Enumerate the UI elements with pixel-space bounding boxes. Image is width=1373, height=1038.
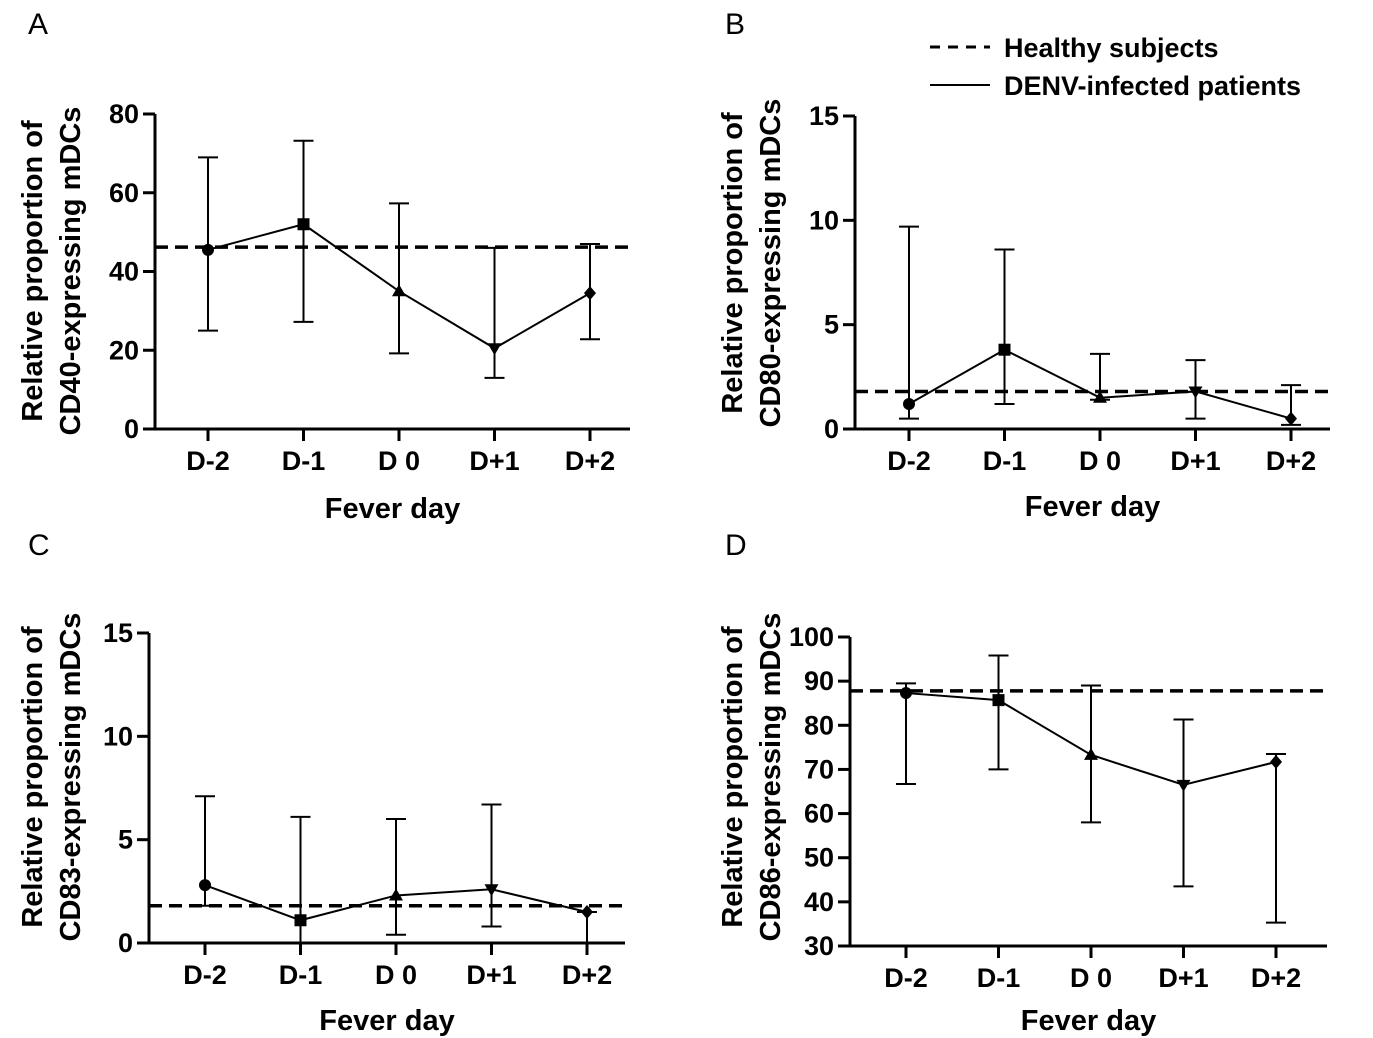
panel-c-data-point [581, 905, 593, 919]
panel-a-data-point [202, 243, 214, 256]
panel-d-y-axis-title-line1: Relative proportion of [717, 626, 749, 928]
panel-d-letter: D [725, 529, 747, 562]
panel-c-data-point [199, 879, 211, 892]
panel-b-x-tick-label: D 0 [1079, 446, 1121, 476]
panel-a-x-tick-label: D+2 [565, 446, 615, 476]
panel-c-y-tick-label: 5 [118, 825, 133, 855]
panel-b-y-tick-label: 15 [809, 101, 839, 131]
panel-c-x-tick-label: D-2 [183, 960, 227, 990]
panel-c-letter: C [28, 529, 50, 562]
panel-a-data-point [584, 286, 596, 301]
panel-b-x-axis-title: Fever day [1025, 491, 1160, 523]
panel-d-x-tick-label: D+2 [1251, 963, 1301, 993]
panel-b-data-point [1188, 386, 1203, 399]
panel-c-y-tick-label: 0 [118, 928, 133, 958]
panel-c-x-tick-label: D 0 [375, 960, 417, 990]
panel-d-y-tick-label: 100 [789, 622, 834, 652]
panel-b-y-axis-title-line2: CD80-expressing mDCs [755, 99, 787, 428]
panel-a-x-tick-label: D-1 [282, 446, 326, 476]
panel-d-x-tick-label: D-1 [977, 963, 1021, 993]
panel-a-y-tick-label: 60 [109, 178, 139, 208]
panel-b-y-tick-label: 0 [824, 414, 839, 444]
panel-c-x-axis-title: Fever day [319, 1005, 454, 1037]
panel-b-data-point [903, 397, 915, 410]
legend-patients-label: DENV-infected patients [1004, 71, 1301, 101]
panel-a-x-tick-label: D-2 [186, 446, 230, 476]
panel-d-x-axis-title: Fever day [1021, 1005, 1156, 1037]
panel-c-x-tick-label: D+2 [562, 960, 612, 990]
legend-healthy-label: Healthy subjects [1004, 33, 1219, 63]
panel-b-data-point [1093, 390, 1107, 403]
panel-c-y-tick-label: 10 [103, 721, 133, 751]
panel-b-y-axis-title-line1: Relative proportion of [717, 112, 749, 414]
panel-b-data-point [1285, 411, 1297, 426]
panel-d-y-axis-title-line2: CD86-expressing mDCs [755, 613, 787, 942]
panel-a-y-tick-label: 0 [124, 414, 139, 444]
panel-d-data-point [1176, 779, 1191, 792]
panel-c: C 0 5 10 15 D-2 D-1 D 0 D+1 D+2 Fever day Relative … [17, 529, 625, 1037]
panel-b-y-tick-label: 5 [824, 310, 839, 340]
panel-a-x-tick-label: D 0 [378, 446, 420, 476]
panel-b-letter: B [725, 8, 745, 41]
panel-c-x-tick-label: D+1 [466, 960, 516, 990]
panel-b-x-tick-label: D+1 [1170, 446, 1220, 476]
panel-d-x-tick-label: D+1 [1158, 963, 1208, 993]
panel-d-data-point [900, 687, 912, 700]
panel-a-letter: A [28, 8, 48, 41]
panel-a-data-point [297, 218, 310, 231]
panel-a-x-axis-title: Fever day [325, 493, 460, 525]
panel-c-y-axis-title-line1: Relative proportion of [17, 626, 49, 928]
panel-a-x-tick-label: D+1 [469, 446, 519, 476]
panel-b: B 0 5 10 15 D-2 D-1 D 0 D+1 D+2 Fever day Relative … [717, 8, 1330, 523]
panel-d-y-tick-label: 60 [804, 799, 834, 829]
panel-d-y-tick-label: 80 [804, 710, 834, 740]
panel-a-y-axis-title-line1: Relative proportion of [17, 120, 49, 422]
panel-b-x-tick-label: D-2 [887, 446, 931, 476]
panel-b-data-point [998, 343, 1011, 356]
panel-a-y-tick-label: 20 [109, 335, 139, 365]
panel-a: A 0 20 40 60 80 D-2 D-1 D 0 D+1 D+2 Fever day Relati… [17, 8, 630, 525]
panel-c-x-tick-label: D-1 [279, 960, 323, 990]
panel-d-x-tick-label: D-2 [884, 963, 928, 993]
panel-d: D 30 40 50 60 70 80 90 100 D-2 D-1 D 0 D+1 D+2 Fever d… [717, 529, 1327, 1037]
panel-d-y-tick-label: 40 [804, 887, 834, 917]
panel-a-data-point [487, 343, 502, 356]
panel-d-data-point [1270, 754, 1282, 769]
panel-d-y-tick-label: 50 [804, 843, 834, 873]
panel-d-y-tick-label: 30 [804, 931, 834, 961]
panel-d-y-tick-label: 70 [804, 754, 834, 784]
panel-a-y-tick-label: 80 [109, 99, 139, 129]
panel-c-data-point [389, 888, 403, 901]
panel-d-y-tick-label: 90 [804, 666, 834, 696]
panel-a-y-axis-title-line2: CD40-expressing mDCs [55, 107, 87, 436]
panel-b-x-tick-label: D+2 [1266, 446, 1316, 476]
panel-c-data-point [294, 914, 307, 927]
panel-b-x-tick-label: D-1 [983, 446, 1027, 476]
panel-d-data-point [1084, 747, 1098, 760]
panel-b-y-tick-label: 10 [809, 205, 839, 235]
panel-c-data-point [484, 884, 499, 897]
legend: Healthy subjects DENV-infected patients [930, 33, 1301, 101]
panel-d-data-point [992, 694, 1005, 707]
panel-c-y-tick-label: 15 [103, 618, 133, 648]
panel-a-data-point [392, 284, 406, 297]
panel-d-x-tick-label: D 0 [1070, 963, 1112, 993]
panel-c-y-axis-title-line2: CD83-expressing mDCs [55, 613, 87, 942]
panel-a-y-tick-label: 40 [109, 257, 139, 287]
